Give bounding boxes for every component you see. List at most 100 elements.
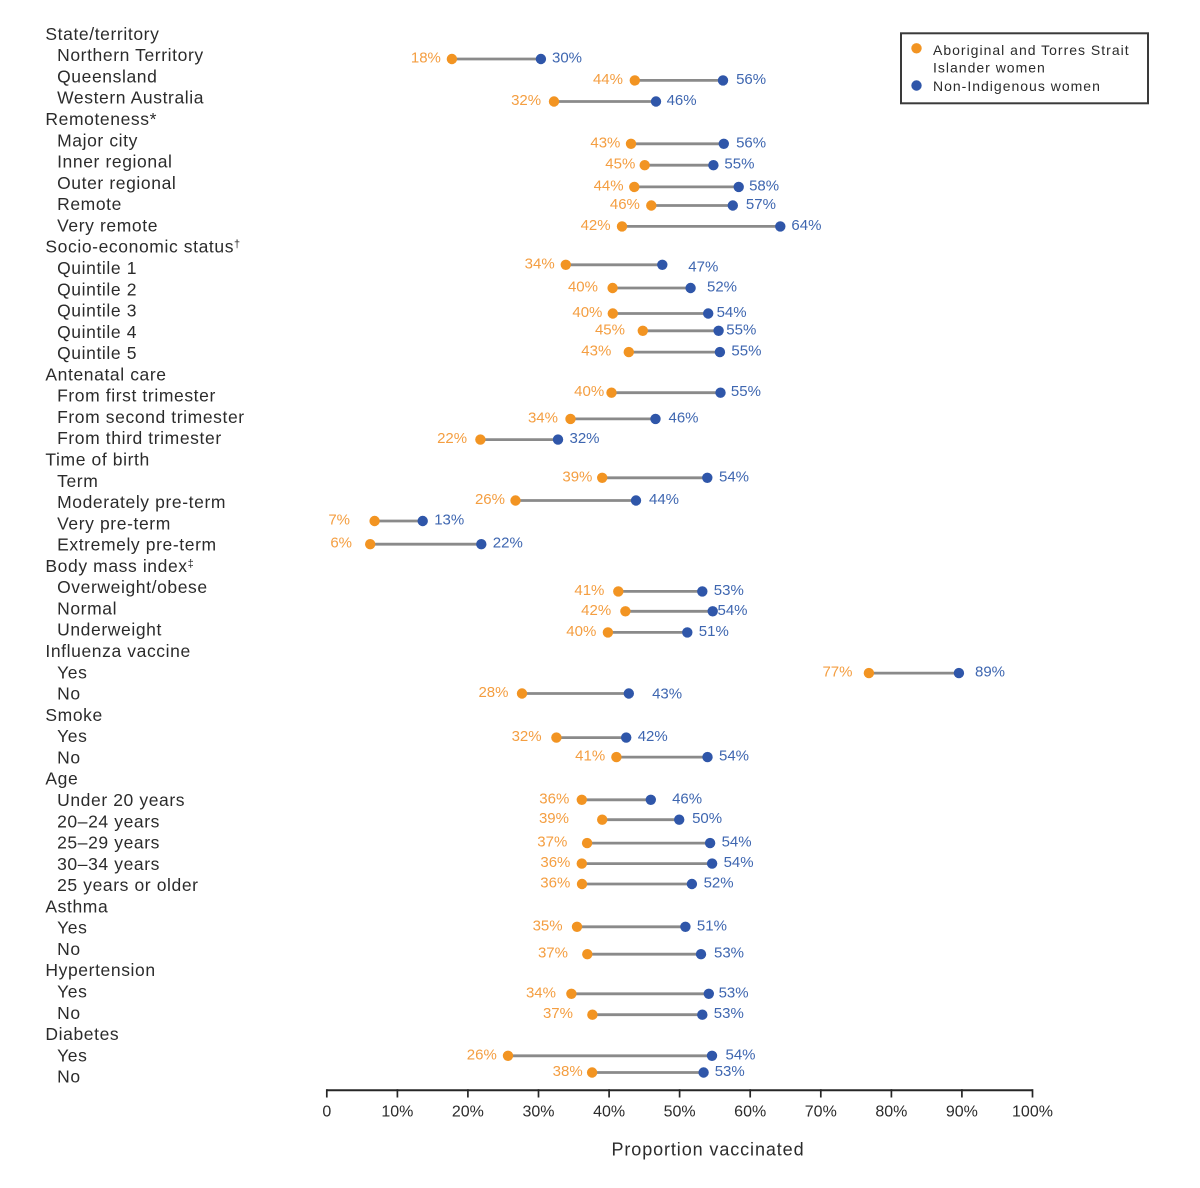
svg-text:No: No: [57, 747, 81, 767]
svg-text:45%: 45%: [595, 321, 625, 338]
svg-text:Remote: Remote: [57, 194, 122, 214]
svg-text:Islander women: Islander women: [933, 60, 1046, 76]
svg-text:Quintile 4: Quintile 4: [57, 322, 137, 342]
svg-text:43%: 43%: [581, 343, 611, 360]
svg-text:Very pre-term: Very pre-term: [57, 513, 171, 533]
svg-text:39%: 39%: [562, 468, 592, 485]
svg-text:Diabetes: Diabetes: [45, 1024, 119, 1044]
svg-text:54%: 54%: [724, 854, 754, 871]
svg-text:37%: 37%: [537, 834, 567, 851]
svg-text:56%: 56%: [736, 134, 766, 151]
svg-text:Quintile 5: Quintile 5: [57, 343, 137, 363]
svg-text:Very remote: Very remote: [57, 215, 158, 235]
svg-text:Influenza vaccine: Influenza vaccine: [45, 641, 190, 661]
svg-text:Western Australia: Western Australia: [57, 88, 204, 108]
svg-text:34%: 34%: [526, 984, 556, 1001]
svg-text:13%: 13%: [434, 512, 464, 529]
svg-text:No: No: [57, 1067, 81, 1087]
svg-text:37%: 37%: [543, 1005, 573, 1022]
svg-text:40%: 40%: [568, 279, 598, 296]
svg-text:34%: 34%: [528, 409, 558, 426]
svg-text:Time of birth: Time of birth: [45, 450, 149, 470]
svg-text:32%: 32%: [570, 430, 600, 447]
svg-text:41%: 41%: [574, 582, 604, 599]
svg-text:Yes: Yes: [57, 726, 87, 746]
svg-text:Yes: Yes: [57, 982, 87, 1002]
svg-text:36%: 36%: [539, 790, 569, 807]
svg-text:Inner regional: Inner regional: [57, 152, 172, 172]
svg-text:Quintile 3: Quintile 3: [57, 301, 137, 321]
svg-text:89%: 89%: [975, 664, 1005, 681]
svg-text:Moderately pre-term: Moderately pre-term: [57, 492, 226, 512]
svg-text:30%: 30%: [522, 1104, 554, 1121]
svg-text:64%: 64%: [791, 217, 821, 234]
svg-text:Northern Territory: Northern Territory: [57, 45, 204, 65]
svg-text:Smoke: Smoke: [45, 705, 102, 725]
svg-text:46%: 46%: [672, 790, 702, 807]
svg-text:Antenatal care: Antenatal care: [45, 364, 166, 384]
svg-text:Overweight/obese: Overweight/obese: [57, 577, 208, 597]
svg-text:Asthma: Asthma: [45, 896, 108, 916]
svg-text:80%: 80%: [875, 1104, 907, 1121]
svg-text:100%: 100%: [1012, 1104, 1053, 1121]
svg-text:44%: 44%: [593, 71, 623, 88]
svg-text:Underweight: Underweight: [57, 620, 162, 640]
svg-text:Term: Term: [57, 471, 98, 491]
svg-text:37%: 37%: [538, 945, 568, 962]
svg-text:32%: 32%: [511, 92, 541, 109]
svg-text:56%: 56%: [736, 71, 766, 88]
svg-text:0: 0: [322, 1104, 331, 1121]
svg-text:26%: 26%: [467, 1046, 497, 1063]
svg-text:No: No: [57, 684, 81, 704]
svg-text:Yes: Yes: [57, 662, 87, 682]
svg-text:55%: 55%: [731, 343, 761, 360]
svg-text:Yes: Yes: [57, 1045, 87, 1065]
svg-text:90%: 90%: [946, 1104, 978, 1121]
svg-text:53%: 53%: [714, 1005, 744, 1022]
svg-text:42%: 42%: [581, 602, 611, 619]
svg-text:43%: 43%: [652, 686, 682, 703]
svg-text:55%: 55%: [726, 321, 756, 338]
svg-text:40%: 40%: [574, 383, 604, 400]
svg-text:52%: 52%: [704, 875, 734, 892]
svg-text:18%: 18%: [411, 50, 441, 67]
svg-text:From first trimester: From first trimester: [57, 386, 216, 406]
svg-text:35%: 35%: [533, 917, 563, 934]
svg-text:Quintile 2: Quintile 2: [57, 279, 137, 299]
svg-text:57%: 57%: [746, 196, 776, 213]
svg-text:Proportion vaccinated: Proportion vaccinated: [611, 1140, 804, 1160]
svg-text:No: No: [57, 939, 81, 959]
svg-text:50%: 50%: [692, 810, 722, 827]
svg-text:26%: 26%: [475, 491, 505, 508]
svg-text:Major city: Major city: [57, 130, 138, 150]
svg-text:Aboriginal and Torres Strait: Aboriginal and Torres Strait: [933, 42, 1130, 58]
svg-text:10%: 10%: [381, 1104, 413, 1121]
svg-text:40%: 40%: [566, 623, 596, 640]
svg-text:54%: 54%: [719, 468, 749, 485]
svg-text:53%: 53%: [719, 984, 749, 1001]
svg-text:Under 20 years: Under 20 years: [57, 790, 185, 810]
svg-text:36%: 36%: [540, 854, 570, 871]
svg-text:22%: 22%: [493, 535, 523, 552]
svg-text:50%: 50%: [664, 1104, 696, 1121]
svg-text:25 years or older: 25 years or older: [57, 875, 199, 895]
svg-text:No: No: [57, 1003, 81, 1023]
svg-text:46%: 46%: [667, 92, 697, 109]
svg-text:28%: 28%: [478, 684, 508, 701]
svg-text:54%: 54%: [719, 748, 749, 765]
svg-text:51%: 51%: [697, 917, 727, 934]
svg-text:7%: 7%: [328, 512, 350, 529]
svg-text:54%: 54%: [722, 834, 752, 851]
svg-text:43%: 43%: [590, 134, 620, 151]
svg-text:53%: 53%: [714, 945, 744, 962]
svg-text:42%: 42%: [581, 217, 611, 234]
svg-text:Quintile 1: Quintile 1: [57, 258, 137, 278]
svg-text:22%: 22%: [437, 430, 467, 447]
svg-text:Age: Age: [45, 769, 78, 789]
svg-text:42%: 42%: [638, 728, 668, 745]
svg-text:36%: 36%: [540, 875, 570, 892]
svg-text:6%: 6%: [330, 535, 352, 552]
svg-text:60%: 60%: [734, 1104, 766, 1121]
svg-text:38%: 38%: [553, 1063, 583, 1080]
svg-text:77%: 77%: [822, 664, 852, 681]
